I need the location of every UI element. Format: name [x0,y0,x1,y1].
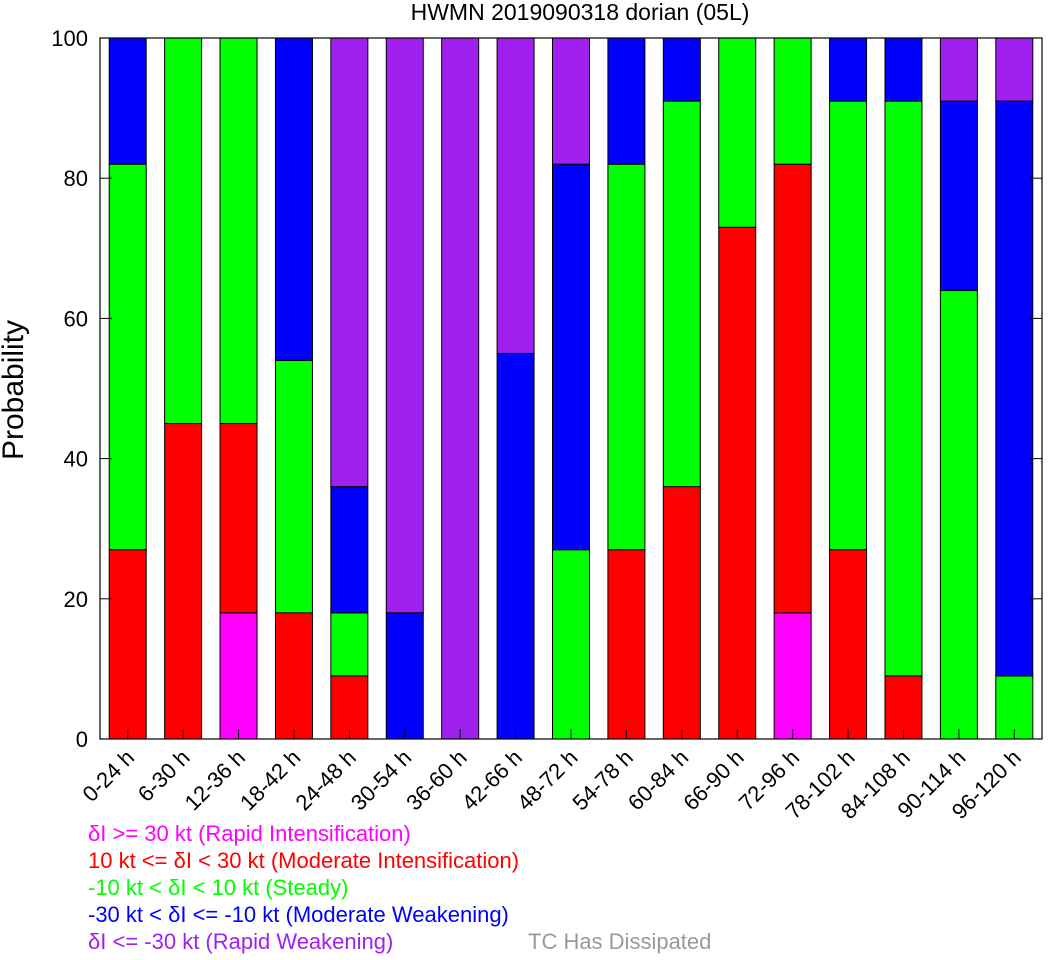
bar-mw-0 [108,37,147,165]
bar-mw-5 [385,612,424,740]
bar-mi-10 [662,486,701,740]
bar-ri-2 [219,612,258,740]
bar-st-10 [662,100,701,488]
x-tick-label-8: 48-72 h [512,745,582,815]
bar-mw-10 [662,37,701,102]
y-tick-label-5: 100 [51,26,88,51]
bar-st-8 [552,549,590,740]
y-tick-label-4: 80 [64,166,88,191]
legend-rapid-weakening: δI <= -30 kt (Rapid Weakening) [88,929,394,954]
bar-mi-11 [718,226,757,740]
bar-mi-9 [607,549,646,740]
bar-rw-5 [385,37,424,614]
y-tick-label-2: 40 [64,447,88,472]
bar-st-13 [829,100,868,551]
bar-mw-4 [330,486,369,614]
bar-st-14 [884,100,923,677]
x-tick-label-4: 24-48 h [290,745,360,815]
bar-mi-2 [219,423,258,614]
legend-tc-dissipated: TC Has Dissipated [528,929,712,954]
x-tick-label-5: 30-54 h [346,745,416,815]
x-tick-label-0: 0-24 h [77,745,139,807]
bar-st-2 [219,37,258,425]
legend-moderate-weakening: -30 kt < δI <= -10 kt (Moderate Weakenin… [88,902,509,927]
bar-mi-1 [164,423,203,740]
x-tick-label-11: 66-90 h [678,745,748,815]
bar-rw-15 [939,37,978,102]
bar-mw-7 [496,352,535,740]
bar-mi-13 [829,549,868,740]
bar-rw-4 [330,37,369,488]
bar-st-15 [939,289,978,740]
bar-mw-8 [552,163,590,551]
x-tick-label-9: 54-78 h [568,745,638,815]
x-tick-label-3: 18-42 h [235,745,305,815]
y-tick-label-1: 20 [64,587,88,612]
bar-st-3 [274,359,313,614]
bar-st-12 [773,37,812,165]
y-axis-label: Probability [0,320,30,460]
bar-mw-3 [274,37,313,361]
bar-st-11 [718,37,757,228]
bar-st-1 [164,37,203,425]
bar-st-4 [330,612,369,677]
y-tick-label-0: 0 [76,727,88,752]
bar-mi-4 [330,675,369,740]
legend-steady: -10 kt < δI < 10 kt (Steady) [88,875,349,900]
legend-rapid-intensification: δI >= 30 kt (Rapid Intensification) [88,821,411,846]
bar-mi-0 [108,549,147,740]
bar-rw-7 [496,37,535,354]
x-tick-label-2: 12-36 h [180,745,250,815]
bar-mw-14 [884,37,923,102]
bar-mi-12 [773,163,812,614]
bar-mi-14 [884,675,923,740]
legend-moderate-intensification: 10 kt <= δI < 30 kt (Moderate Intensific… [88,848,520,873]
x-tick-label-6: 36-60 h [401,745,471,815]
bar-mi-3 [274,612,313,740]
bar-rw-8 [552,37,590,165]
bar-rw-6 [441,37,480,740]
bar-st-9 [607,163,646,551]
bar-rw-16 [995,37,1034,102]
bar-mw-15 [939,100,978,291]
x-tick-label-7: 42-66 h [457,745,527,815]
bars-layer [108,37,1034,740]
bar-ri-12 [773,612,812,740]
bar-mw-16 [995,100,1034,677]
x-tick-label-10: 60-84 h [623,745,693,815]
chart-title: HWMN 2019090318 dorian (05L) [411,0,750,25]
plot-frame [99,37,1043,740]
y-tick-label-3: 60 [64,306,88,331]
bar-st-0 [108,163,147,551]
bar-mw-9 [607,37,646,165]
bar-mw-13 [829,37,868,102]
